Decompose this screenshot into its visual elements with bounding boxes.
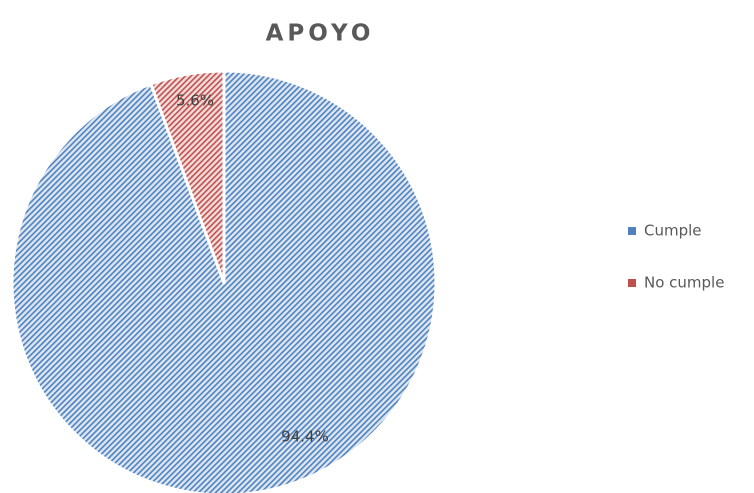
- legend-label: No cumple: [644, 274, 724, 292]
- legend-swatch: [628, 227, 636, 235]
- pie-slice: [10, 69, 438, 493]
- data-label: 5.6%: [176, 92, 214, 110]
- legend-label: Cumple: [644, 222, 702, 240]
- legend-swatch: [628, 279, 636, 287]
- pie-slice: [149, 69, 226, 285]
- chart-title: APOYO: [266, 21, 375, 47]
- data-label: 94.4%: [281, 428, 329, 446]
